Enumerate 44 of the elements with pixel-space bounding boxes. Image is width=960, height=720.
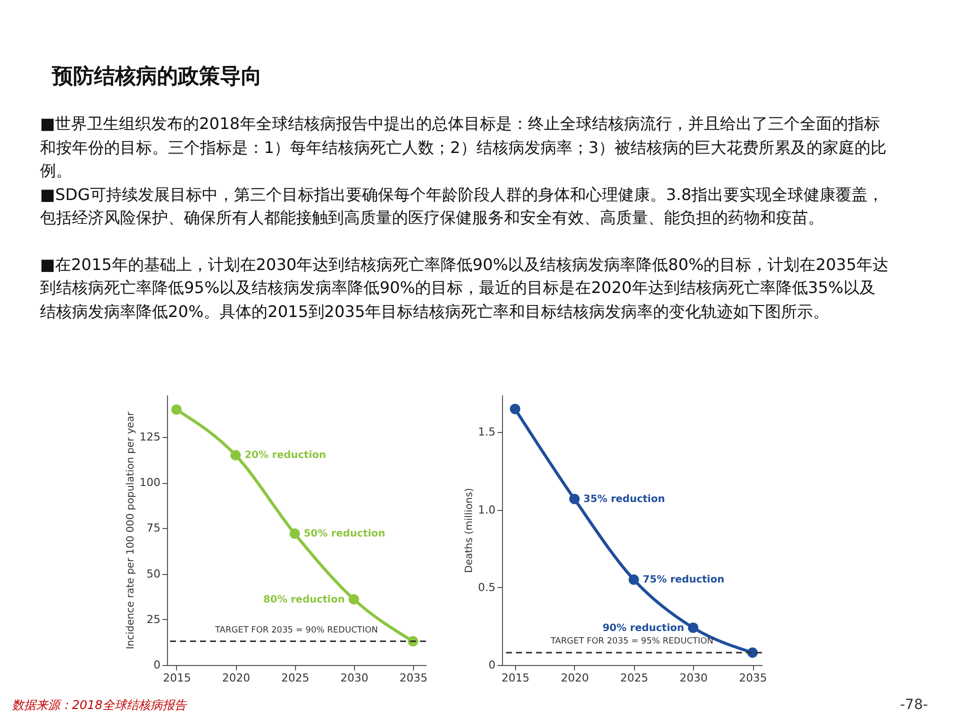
- x-tick-label: 2035: [399, 672, 428, 684]
- text: ■在2015年的基础上，计划在2030年达到结核病死亡率降低90%以及结核病发病率降低80%的目标，计划在2035年达到结核病死亡率降低95%以及结核病发病率降低90%的目标，最近的目标是在2020年达到结核病死亡率降低35%以及结核病发病率降低20%。具体的2015到2035年目标结核病死亡率和目标结核病发病率的变化轨迹如下图所示。: [40, 254, 890, 322]
- annotation: 75% reduction: [642, 574, 724, 586]
- text: ■世界卫生组织发布的2018年全球结核病报告中提出的总体目标是：终止全球结核病流行，并且给出了三个全面的指标和按年份的目标。三个指标是：1）每年结核病死亡人数；2）结核病发病率；3）被结核病的巨大花费所累及的家庭的比例。: [40, 113, 888, 182]
- point: [510, 404, 520, 414]
- annotation: 50% reduction: [304, 528, 386, 540]
- point: [569, 494, 580, 504]
- point: [688, 622, 698, 633]
- point: [628, 574, 640, 585]
- annotation: 20% reduction: [244, 450, 326, 462]
- y-tick-label: 100: [140, 476, 160, 490]
- x-tick-label: 2025: [620, 672, 648, 684]
- y-tick-label: 125: [140, 430, 160, 444]
- y-axis-title: Deaths (millions): [464, 488, 476, 573]
- x-tick-label: 2015: [162, 672, 191, 684]
- text: -78-: [900, 697, 928, 713]
- y-tick-label: 25: [146, 612, 160, 626]
- y-tick-label: 75: [146, 522, 160, 535]
- annotation: 35% reduction: [583, 494, 665, 505]
- annotation: 80% reduction: [263, 594, 345, 606]
- y-tick-label: 0: [154, 658, 160, 672]
- source-note: 数据来源：2018全球结核病报告: [12, 697, 187, 714]
- annotation: TARGET FOR 2035 = 90% REDUCTION: [214, 625, 378, 636]
- y-tick-label: 50: [146, 567, 160, 580]
- y-tick-label: 0: [488, 658, 496, 672]
- x-tick-label: 2030: [680, 672, 708, 684]
- point: [289, 528, 300, 539]
- x-tick-label: 2030: [340, 672, 368, 684]
- y-tick-label: 1.0: [478, 503, 496, 516]
- x-tick-label: 2025: [281, 672, 310, 684]
- text: 预防结核病的政策导向: [52, 63, 262, 90]
- x-tick-label: 2020: [222, 672, 250, 684]
- annotation: 90% reduction: [602, 622, 684, 634]
- x-tick-label: 2035: [739, 672, 767, 684]
- point: [348, 594, 360, 605]
- y-axis-title: Incidence rate per 100 000 population per year: [126, 410, 137, 650]
- text: ■SDG可持续发展目标中，第三个目标指出要确保每个年龄阶段人群的身体和心理健康。3.8指出要实现全球健康覆盖，包括经济风险保护、确保所有人都能接触到高质量的医疗保健服务和安全有效、高质量、能负担的药物和疫苗。: [40, 184, 884, 229]
- point: [171, 404, 182, 415]
- y-tick-label: 0.5: [478, 580, 496, 594]
- annotation: TARGET FOR 2035 = 95% REDUCTION: [550, 636, 714, 647]
- point: [230, 450, 241, 460]
- y-tick-label: 1.5: [478, 426, 496, 439]
- x-tick-label: 2015: [502, 672, 530, 684]
- x-tick-label: 2020: [560, 672, 589, 684]
